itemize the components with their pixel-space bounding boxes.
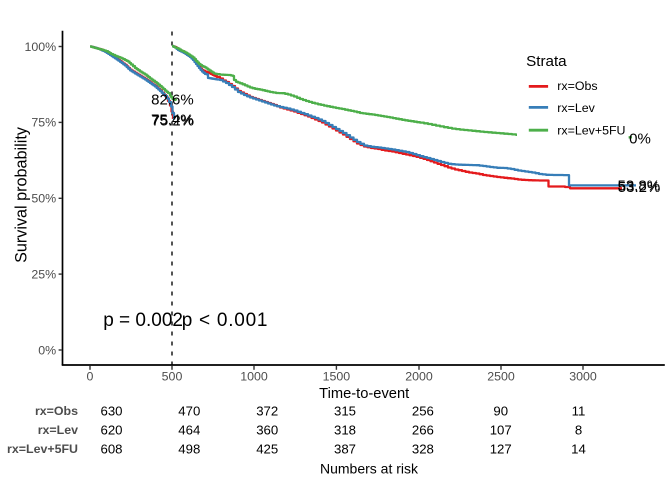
svg-text:100%: 100% [24, 40, 56, 54]
svg-text:Numbers at risk: Numbers at risk [320, 460, 419, 476]
svg-text:90: 90 [493, 403, 508, 418]
svg-text:387: 387 [334, 441, 356, 456]
svg-text:75.2%: 75.2% [152, 113, 195, 130]
svg-text:464: 464 [178, 422, 200, 437]
svg-text:2000: 2000 [405, 370, 433, 384]
svg-text:11: 11 [572, 403, 586, 418]
svg-text:p < 0.001: p < 0.001 [182, 310, 269, 331]
svg-text:372: 372 [256, 403, 278, 418]
svg-text:318: 318 [334, 422, 356, 437]
svg-text:rx=Lev+5FU: rx=Lev+5FU [557, 123, 625, 137]
svg-text:315: 315 [334, 403, 356, 418]
svg-text:53.2%: 53.2% [618, 179, 661, 196]
svg-text:p = 0.002: p = 0.002 [103, 310, 183, 331]
svg-text:Strata: Strata [526, 53, 567, 70]
svg-text:328: 328 [412, 441, 434, 456]
svg-text:470: 470 [178, 403, 200, 418]
svg-text:0: 0 [87, 369, 94, 383]
svg-text:608: 608 [100, 441, 122, 456]
svg-text:Survival probability: Survival probability [12, 126, 30, 263]
svg-text:127: 127 [490, 441, 512, 456]
svg-text:53.8%: 53.8% [618, 177, 661, 194]
svg-text:25%: 25% [31, 267, 56, 281]
svg-text:rx=Lev: rx=Lev [557, 101, 595, 115]
svg-text:1000: 1000 [240, 370, 268, 384]
svg-text:8: 8 [575, 422, 582, 437]
svg-text:620: 620 [100, 422, 122, 437]
svg-text:rx=Lev+5FU: rx=Lev+5FU [7, 442, 78, 456]
svg-text:425: 425 [256, 441, 278, 456]
svg-text:500: 500 [162, 370, 183, 384]
svg-text:75%: 75% [31, 116, 56, 130]
svg-text:2500: 2500 [487, 370, 515, 384]
svg-text:630: 630 [100, 403, 122, 418]
svg-text:rx=Obs: rx=Obs [35, 404, 78, 418]
svg-text:1500: 1500 [323, 370, 351, 384]
svg-text:0%: 0% [38, 343, 56, 357]
svg-text:75.4%: 75.4% [151, 111, 194, 128]
svg-text:50%: 50% [31, 192, 56, 206]
svg-text:360: 360 [256, 422, 278, 437]
svg-text:14: 14 [571, 441, 586, 456]
svg-text:498: 498 [178, 441, 200, 456]
svg-text:107: 107 [490, 422, 512, 437]
svg-text:266: 266 [412, 422, 434, 437]
svg-text:82.6%: 82.6% [151, 92, 194, 109]
svg-text:256: 256 [412, 403, 434, 418]
svg-text:rx=Obs: rx=Obs [557, 79, 597, 93]
svg-text:3000: 3000 [569, 370, 597, 384]
svg-text:Time-to-event: Time-to-event [319, 386, 409, 402]
svg-text:rx=Lev: rx=Lev [38, 423, 78, 437]
